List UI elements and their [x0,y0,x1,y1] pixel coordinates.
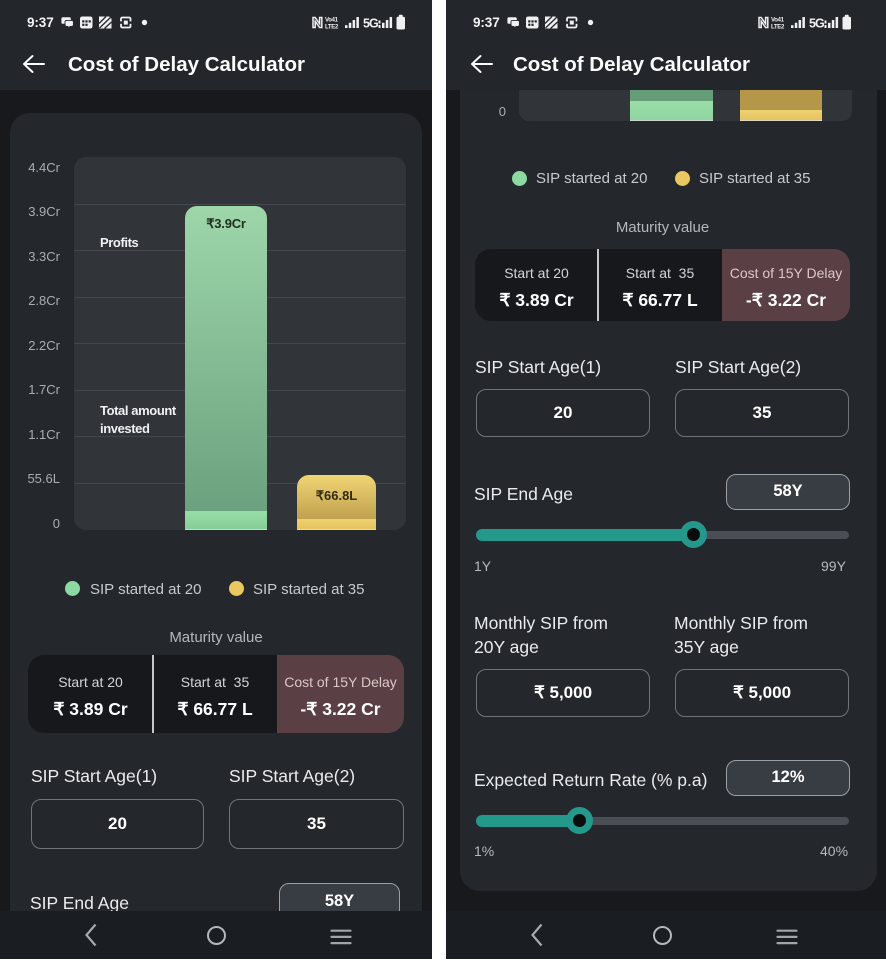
svg-text:Vo41: Vo41 [325,18,339,24]
svg-text:LTE2: LTE2 [771,24,785,30]
svg-text:5G: 5G [363,17,378,31]
svg-text:Vo41: Vo41 [771,18,785,24]
svg-text:5G: 5G [809,17,824,31]
svg-text:LTE2: LTE2 [325,24,339,30]
